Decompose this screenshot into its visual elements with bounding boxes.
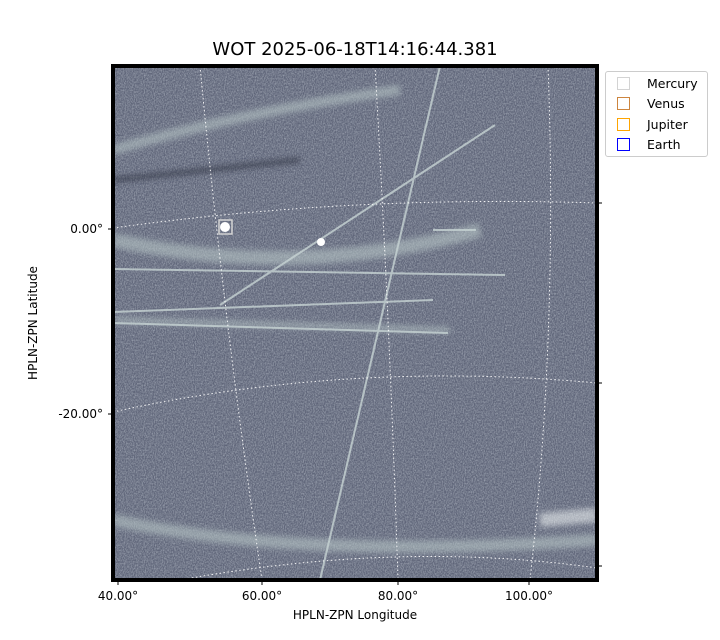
planet-mercury-marker bbox=[220, 222, 230, 232]
legend-swatch bbox=[617, 96, 630, 110]
legend-label: Mercury bbox=[647, 75, 698, 91]
x-tick-label: 80.00° bbox=[377, 589, 419, 603]
legend-item-jupiter: Jupiter bbox=[617, 114, 688, 134]
legend-swatch bbox=[617, 76, 630, 90]
legend-swatch bbox=[617, 117, 630, 131]
y-axis-label: HPLN-ZPN Latitude bbox=[26, 266, 40, 380]
legend-item-venus: Venus bbox=[617, 93, 685, 113]
y-tick-label: -20.00° bbox=[58, 407, 103, 421]
legend-label: Earth bbox=[647, 136, 681, 152]
x-axis-label: HPLN-ZPN Longitude bbox=[292, 608, 418, 622]
coordinate-grid bbox=[113, 66, 597, 580]
mercury-box bbox=[218, 219, 233, 235]
x-tick-label: 60.00° bbox=[241, 589, 283, 603]
legend-swatch bbox=[617, 137, 630, 151]
legend-label: Venus bbox=[647, 95, 685, 111]
chart-title: WOT 2025-06-18T14:16:44.381 bbox=[212, 39, 498, 60]
plot-frame bbox=[111, 64, 599, 582]
satellite-trails bbox=[113, 66, 506, 580]
legend: Mercury Venus Jupiter Earth bbox=[605, 71, 708, 157]
y-tick-label: 0.00° bbox=[70, 222, 103, 236]
ticks bbox=[108, 202, 602, 585]
legend-item-earth: Earth bbox=[617, 134, 681, 154]
legend-item-mercury: Mercury bbox=[617, 73, 698, 93]
legend-label: Jupiter bbox=[647, 116, 688, 132]
x-tick-label: 40.00° bbox=[97, 589, 139, 603]
bright-object bbox=[317, 238, 325, 246]
x-tick-label: 100.00° bbox=[505, 589, 553, 603]
